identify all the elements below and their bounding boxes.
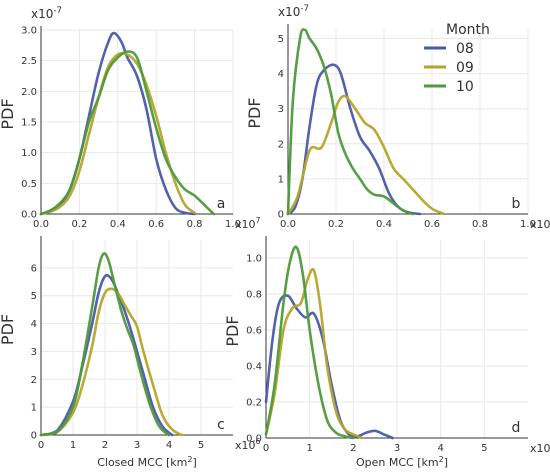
x-tick-label: 1.0 <box>225 219 241 230</box>
x-tick-label: 0.6 <box>148 219 164 230</box>
x-tick-label: 0.8 <box>472 219 488 230</box>
series-lines <box>39 252 184 437</box>
y-tick-label: 2.5 <box>21 56 37 67</box>
panel-label: d <box>512 420 521 436</box>
y-tick-label: 0.8 <box>246 290 262 301</box>
panel-c: 0 1 2 3 4 5 0 1 2 3 4 5 6 PDF x106 c Closed MCC [km2] <box>0 236 261 469</box>
y-axis-label: PDF <box>0 314 17 345</box>
x-tick-label: 3 <box>134 440 140 451</box>
x-multiplier-label: x106 <box>235 437 261 452</box>
y-tick-label: 3 <box>278 104 284 115</box>
y-multiplier-label: x10-7 <box>31 6 62 21</box>
x-tick-label: 0.4 <box>110 219 126 230</box>
legend: Month 08 09 10 <box>424 22 490 95</box>
x-multiplier-label: x107 <box>530 216 550 231</box>
x-tick-label: 2 <box>102 440 108 451</box>
series-lines <box>264 245 394 440</box>
panel-a: 0.0 0.2 0.4 0.6 0.8 1.0 0.0 0.5 1.0 1.5 2.0 2.5 3.0 P… <box>0 6 261 231</box>
panel-b: 0.0 0.2 0.4 0.6 0.8 1.0 0 1 2 3 4 5 PDF x10-7 x107 b <box>245 4 550 231</box>
series-line-10 <box>39 50 216 216</box>
y-tick-label: 3.0 <box>21 26 37 37</box>
y-tick-label: 0 <box>278 210 284 221</box>
x-tick-label: 0.4 <box>376 219 392 230</box>
x-tick-label: 0.2 <box>71 219 87 230</box>
y-tick-label: 4 <box>31 319 37 330</box>
x-axis-label: Open MCC [km2] <box>356 455 448 469</box>
series-line-09 <box>39 287 184 437</box>
x-tick-label: 0 <box>38 440 44 451</box>
y-tick-label: 1.0 <box>246 254 262 265</box>
x-tick-label: 0.2 <box>328 219 344 230</box>
x-tick-label: 4 <box>166 440 172 451</box>
panel-label: b <box>512 196 521 212</box>
y-tick-label: 1.5 <box>21 118 37 129</box>
x-multiplier-label: x107 <box>235 216 261 231</box>
series-line-10 <box>39 252 171 437</box>
x-multiplier-label: x106 <box>530 440 550 455</box>
x-tick-label: 5 <box>198 440 204 451</box>
legend-label-09: 09 <box>456 60 474 76</box>
y-axis-label: PDF <box>0 98 17 129</box>
y-tick-label: 1 <box>278 174 284 185</box>
series-line-09 <box>286 94 446 216</box>
y-tick-label: 5 <box>278 34 284 45</box>
x-tick-label: 0 <box>263 443 269 454</box>
y-tick-label: 0 <box>31 431 37 442</box>
y-axis-label: PDF <box>245 97 264 128</box>
y-tick-label: 0.4 <box>246 362 262 373</box>
series-line-08 <box>286 63 422 216</box>
y-multiplier-label: x10-7 <box>278 4 309 19</box>
y-tick-label: 0.5 <box>21 179 37 190</box>
legend-label-08: 08 <box>456 41 474 57</box>
y-tick-label: 0.6 <box>246 326 262 337</box>
x-axis-label: Closed MCC [km2] <box>97 455 197 469</box>
x-tick-label: 0.6 <box>424 219 440 230</box>
series-lines <box>39 31 216 216</box>
x-tick-label: 1.0 <box>520 219 536 230</box>
x-tick-label: 3 <box>394 443 400 454</box>
y-tick-label: 2 <box>31 375 37 386</box>
y-tick-label: 4 <box>278 69 284 80</box>
series-line-10 <box>264 245 355 440</box>
gridlines <box>40 240 233 436</box>
y-tick-label: 0.2 <box>246 398 262 409</box>
gridlines <box>40 29 234 215</box>
x-tick-label: 2 <box>350 443 356 454</box>
gridlines <box>287 28 529 215</box>
y-tick-label: 2.0 <box>21 87 37 98</box>
y-axis-label: PDF <box>223 315 242 346</box>
series-line-10 <box>286 28 415 216</box>
x-tick-label: 5 <box>481 443 487 454</box>
gridlines <box>265 240 528 439</box>
legend-label-10: 10 <box>456 79 474 95</box>
x-tick-label: 1 <box>306 443 312 454</box>
y-tick-label: 2 <box>278 139 284 150</box>
panel-label: a <box>217 196 226 212</box>
y-tick-label: 3 <box>31 347 37 358</box>
y-tick-label: 6 <box>31 263 37 274</box>
x-tick-label: 0.0 <box>280 219 296 230</box>
series-line-09 <box>264 267 364 440</box>
y-tick-label: 1 <box>31 403 37 414</box>
x-tick-label: 4 <box>437 443 443 454</box>
series-line-08 <box>264 294 394 440</box>
series-lines <box>286 28 446 216</box>
legend-title: Month <box>446 22 490 38</box>
y-tick-label: 5 <box>31 291 37 302</box>
x-tick-label: 0.8 <box>187 219 203 230</box>
panel-d: 0 1 2 3 4 5 0.0 0.2 0.4 0.6 0.8 1.0 PDF x106 d Open MCC… <box>223 236 550 469</box>
y-tick-label: 1.0 <box>21 148 37 159</box>
x-tick-label: 1 <box>70 440 76 451</box>
x-tick-label: 0.0 <box>33 219 49 230</box>
panel-label: c <box>217 417 225 433</box>
y-tick-label: 0.0 <box>21 210 37 221</box>
y-tick-label: 0.0 <box>246 434 262 445</box>
